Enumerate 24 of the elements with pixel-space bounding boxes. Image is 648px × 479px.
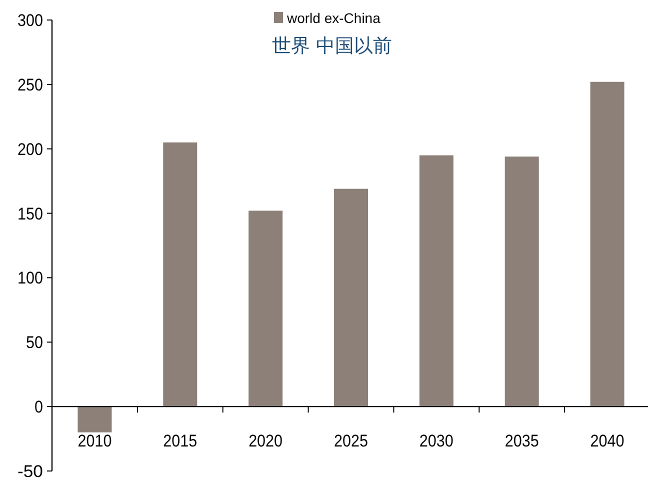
y-tick-label: 50 — [26, 333, 45, 352]
bar — [334, 188, 368, 407]
annotation: 世界 中国以前 — [272, 35, 392, 57]
y-tick-label: 250 — [18, 75, 46, 94]
x-tick-label: 2030 — [419, 432, 458, 451]
x-tick-label: 2020 — [248, 432, 286, 451]
bar — [590, 82, 624, 407]
x-tick-label: 2035 — [504, 432, 543, 451]
bar — [419, 155, 454, 407]
y-tick-label: 200 — [18, 140, 46, 159]
y-tick-label: 0 — [34, 398, 44, 417]
x-tick-label: 2010 — [78, 432, 116, 451]
bar — [248, 210, 283, 407]
bar — [78, 406, 112, 432]
legend: world ex-China — [274, 10, 380, 26]
x-tick-label: 2015 — [163, 432, 201, 451]
bar — [504, 156, 539, 407]
x-tick-label: 2040 — [590, 432, 628, 451]
y-tick-label: -50 — [18, 462, 43, 479]
bar — [163, 142, 198, 407]
y-tick-label: 300 — [18, 11, 46, 30]
y-tick-label: 150 — [18, 204, 46, 224]
x-tick-label: 2025 — [334, 432, 372, 451]
y-tick-label: 100 — [18, 268, 46, 288]
